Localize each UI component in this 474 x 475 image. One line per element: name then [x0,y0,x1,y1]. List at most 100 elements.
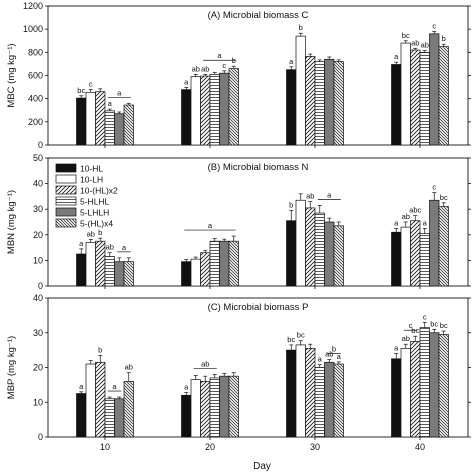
significance-label: ab [125,363,133,372]
y-tick-label: 50 [33,153,43,163]
significance-label: b [299,23,303,32]
bar [85,363,96,438]
bar [286,69,297,146]
significance-label: a [79,382,84,391]
y-axis-label: MBP (mg kg⁻¹) [6,336,17,399]
significance-label: ab [201,64,209,73]
bar [123,381,134,438]
bar [295,35,306,146]
bar [114,398,125,438]
significance-label: b [442,34,446,43]
bar [295,199,306,287]
y-tick-label: 10 [33,255,43,265]
legend-swatch [55,218,77,228]
bar [314,367,325,438]
group-bracket-label: a [117,88,122,97]
bar [410,220,421,287]
y-tick-label: 1000 [23,24,43,34]
significance-label: bc [77,86,85,95]
bar [314,61,325,146]
legend-label: 10-HL [80,164,103,174]
significance-label: bc [402,31,410,40]
group-bracket-label: a [122,243,127,252]
significance-label: ab [402,212,410,221]
legend-label: 5-LHLH [80,208,109,218]
y-tick-label: 1200 [23,1,43,11]
significance-label: ab [306,192,314,201]
bar [114,113,125,146]
bar [429,199,440,287]
bar [429,332,440,438]
significance-label: b [98,345,102,354]
bar [391,64,402,146]
significance-label: ab [192,64,200,73]
bar [209,240,220,287]
y-tick-label: 40 [33,293,43,303]
bar [85,242,96,287]
significance-label: ab [87,229,95,238]
bar [400,42,411,146]
bar [209,73,220,146]
y-tick-label: 200 [28,117,43,127]
bar [200,381,211,438]
bar [181,261,192,287]
bar [286,349,297,438]
panel-title: (B) Microbial biomass N [208,162,309,173]
bar [123,261,134,287]
bar [324,58,335,146]
significance-label: bc [440,193,448,202]
significance-label: a [394,344,399,353]
bar [333,225,344,287]
bar [219,375,230,438]
significance-label: bc [287,335,295,344]
significance-label: a [394,52,399,61]
y-tick-label: 400 [28,94,43,104]
bar [95,240,106,287]
y-tick-label: 10 [33,397,43,407]
bar [314,212,325,287]
significance-label: c [222,61,226,70]
bar [305,56,316,146]
bar [391,358,402,438]
legend-swatch [55,163,77,173]
y-tick-label: 40 [33,179,43,189]
bar [391,231,402,287]
significance-label: a [289,57,294,66]
bar [295,344,306,438]
significance-label: bc [430,319,438,328]
panel-title: (A) Microbial biomass C [208,10,309,21]
legend-swatch [55,196,77,206]
x-axis-label: Day [253,461,271,472]
y-tick-label: 600 [28,71,43,81]
y-tick-label: 0 [38,432,43,442]
bar [219,240,230,287]
significance-label: a [337,352,342,361]
legend-label: 10-(HL)x2 [80,186,118,196]
bar [333,363,344,438]
significance-label: a [394,218,399,227]
y-tick-label: 20 [33,230,43,240]
bar [76,253,87,287]
legend-label: 5-(HL)x4 [80,219,113,229]
legend-swatch [55,207,77,217]
bar [419,233,430,287]
bar [286,220,297,287]
significance-label: abc [409,206,421,215]
x-tick-label: 40 [415,442,425,452]
bar [181,394,192,438]
significance-label: c [432,21,436,30]
bar [429,33,440,146]
bar [324,221,335,287]
significance-label: bc [440,321,448,330]
bar [400,226,411,287]
significance-label: ab [106,243,114,252]
y-tick-label: 0 [38,140,43,150]
group-bracket-label: ab [201,359,209,368]
significance-label: a [423,218,428,227]
significance-label: b [289,200,293,209]
significance-label: a [79,239,84,248]
legend-label: 5-HLHL [80,197,110,207]
significance-label: a [184,383,189,392]
bar [76,393,87,438]
